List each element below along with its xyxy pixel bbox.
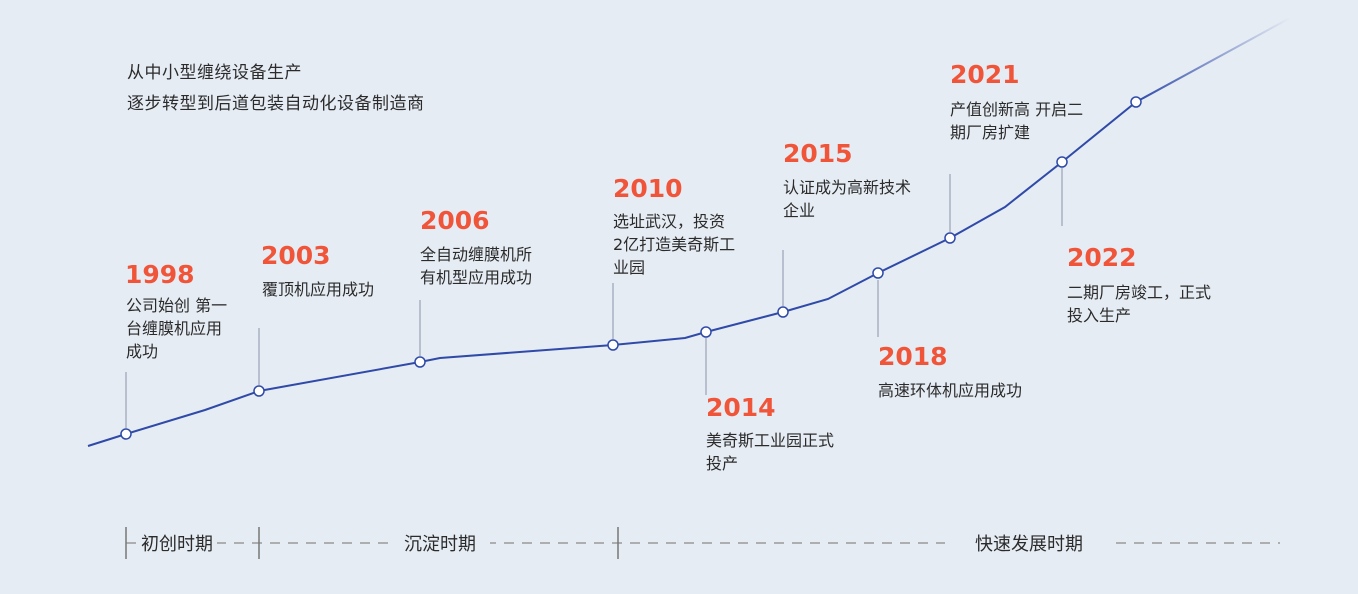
point-2021 [944, 232, 956, 244]
desc-2003: 覆顶机应用成功 [262, 280, 375, 299]
point-2010 [607, 339, 619, 351]
phase-startup: 初创时期 [137, 530, 217, 556]
point-2018 [872, 267, 884, 279]
year-2022: 2022 [1067, 243, 1137, 272]
intro-line-1: 从中小型缠绕设备生产 [127, 63, 302, 83]
point-2006 [414, 356, 426, 368]
year-2015: 2015 [783, 139, 853, 168]
desc-2015: 认证成为高新技术 企业 [783, 178, 912, 220]
point-2015 [777, 306, 789, 318]
desc-2006: 全自动缠膜机所 有机型应用成功 [420, 245, 533, 287]
point-2003 [253, 385, 265, 397]
year-2014: 2014 [706, 393, 776, 422]
point-2022 [1056, 156, 1068, 168]
year-2003: 2003 [261, 241, 331, 270]
point-1998 [120, 428, 132, 440]
growth-line [87, 101, 1137, 447]
desc-2018: 高速环体机应用成功 [878, 381, 1023, 400]
point-end [1130, 96, 1142, 108]
year-2010: 2010 [613, 174, 683, 203]
growth-line-fade [1135, 17, 1291, 103]
desc-1998: 公司始创 第一 台缠膜机应用 成功 [126, 296, 228, 361]
intro-line-2: 逐步转型到后道包装自动化设备制造商 [127, 94, 425, 114]
year-2018: 2018 [878, 342, 948, 371]
desc-2014: 美奇斯工业园正式 投产 [706, 431, 835, 473]
desc-2021: 产值创新高 开启二 期厂房扩建 [950, 100, 1084, 142]
point-2014 [700, 326, 712, 338]
desc-2022: 二期厂房竣工，正式 投入生产 [1067, 283, 1212, 325]
phase-consolidation: 沉淀时期 [390, 530, 490, 556]
year-2006: 2006 [420, 206, 490, 235]
year-2021: 2021 [950, 60, 1020, 89]
desc-2010: 选址武汉，投资 2亿打造美奇斯工 业园 [613, 212, 736, 277]
phase-rapid-growth: 快速发展时期 [945, 530, 1113, 556]
year-1998: 1998 [125, 260, 195, 289]
